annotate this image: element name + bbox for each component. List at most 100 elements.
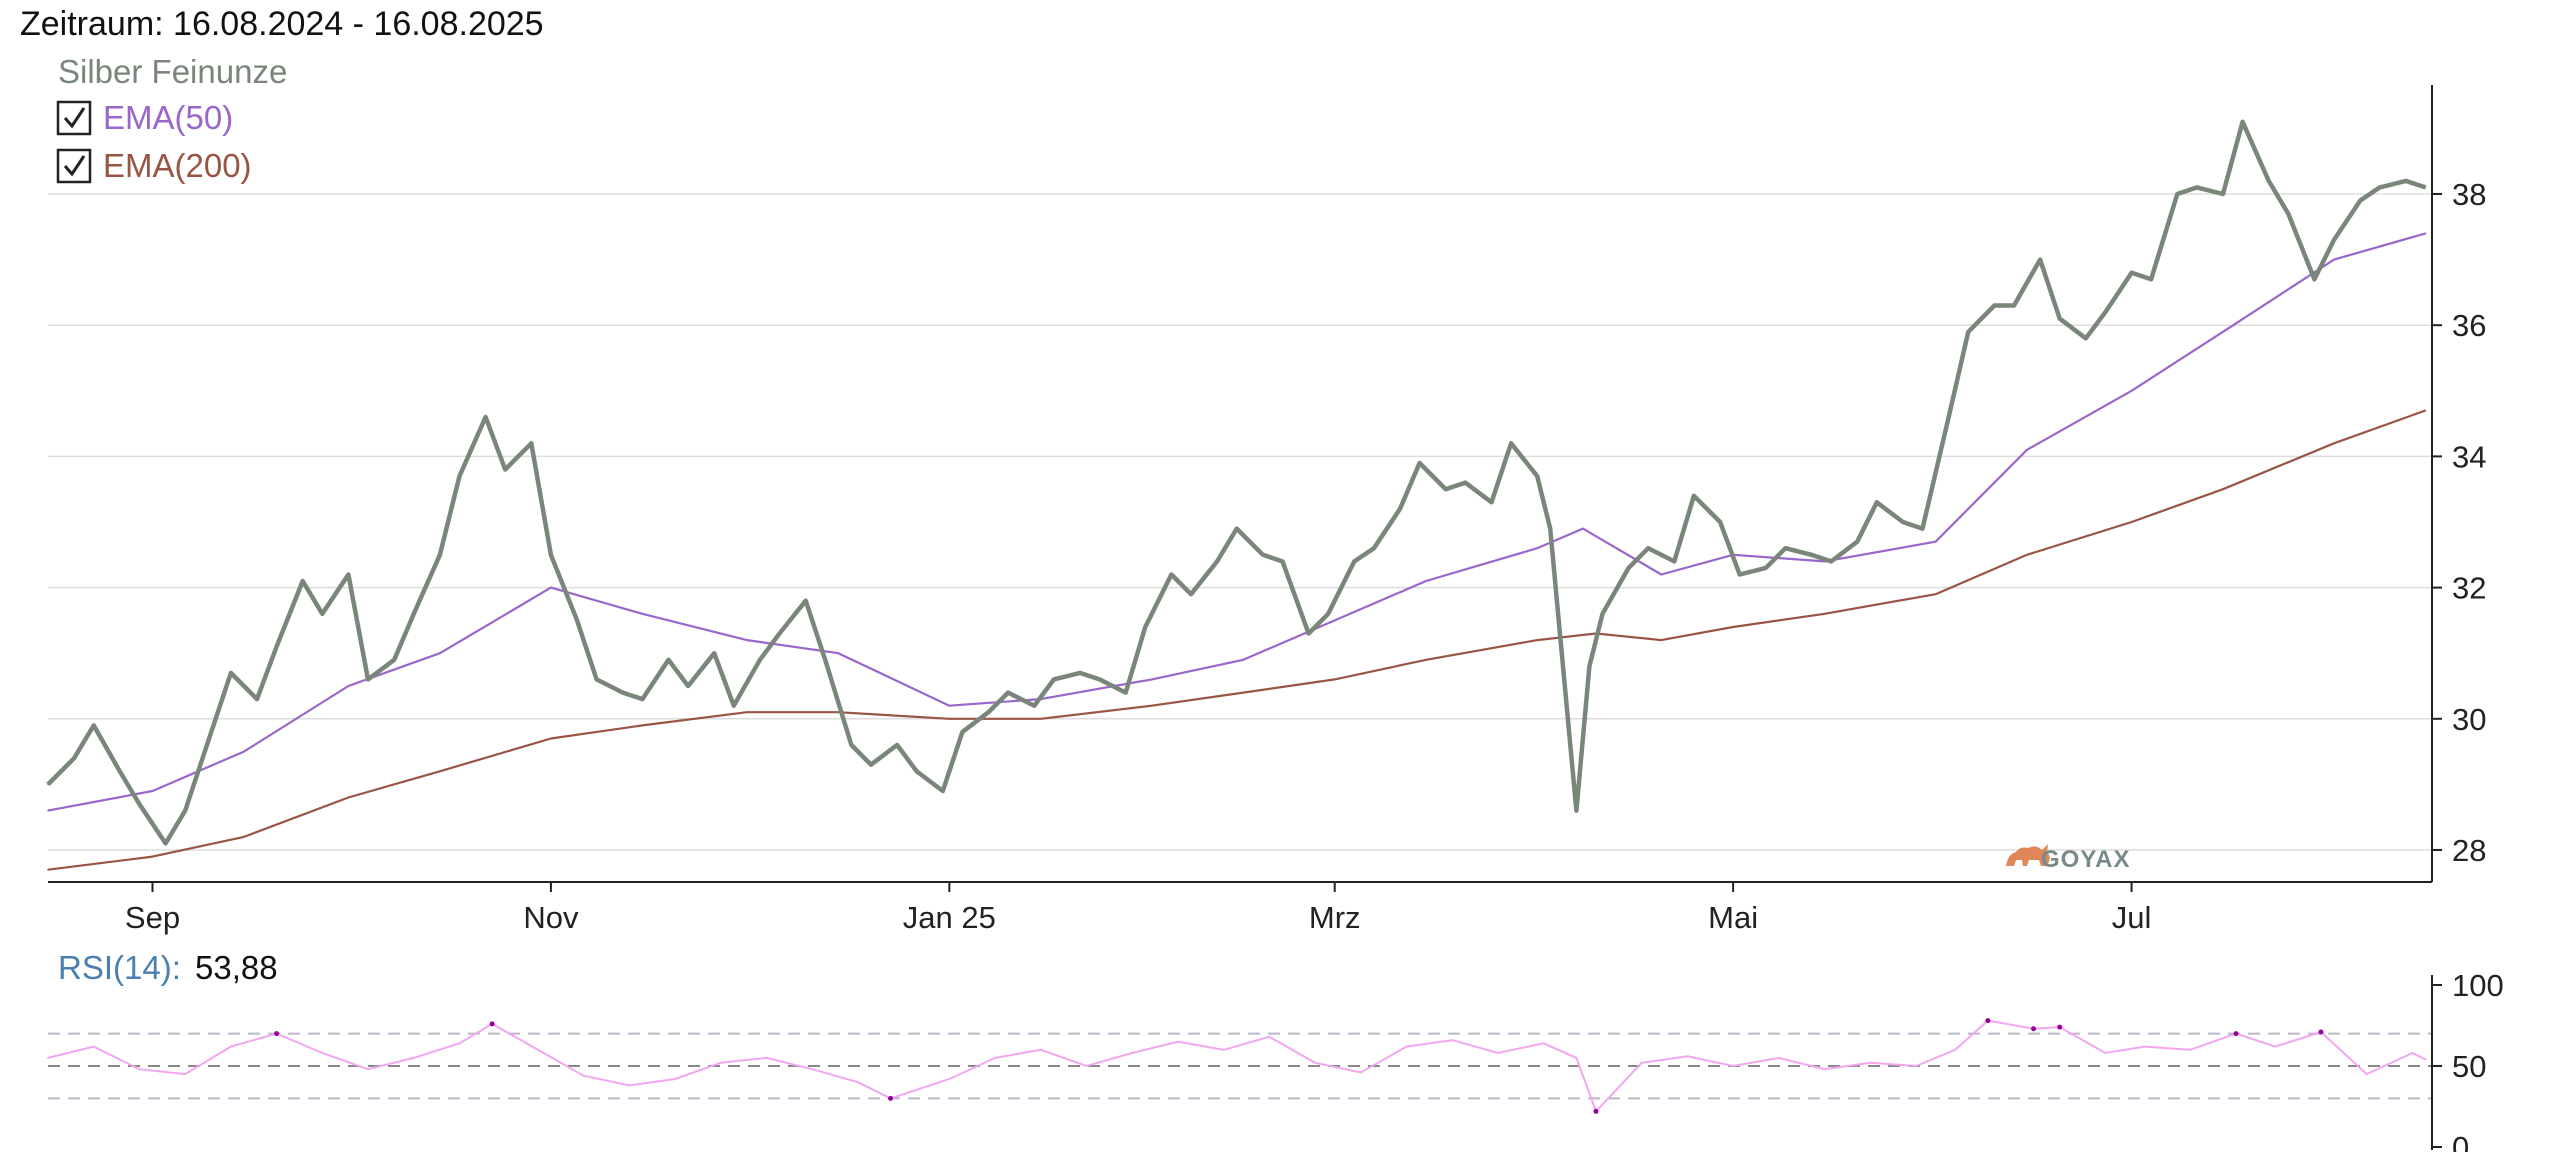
ema200-line-point <box>1039 718 1042 720</box>
ema200-line-point <box>151 855 154 858</box>
price-line-point <box>1830 560 1832 563</box>
price-line-point <box>2333 239 2335 241</box>
rsi-point <box>811 1068 814 1071</box>
rsi-point <box>1869 1061 1872 1064</box>
ema50-legend-label: EMA(50) <box>103 99 233 136</box>
legend-ema50[interactable]: EMA(50) <box>56 99 233 136</box>
price-line-point <box>2196 186 2198 189</box>
price-line-point <box>1588 665 1591 668</box>
ema50-checkbox[interactable] <box>56 100 92 136</box>
price-line-point <box>2085 337 2087 340</box>
ema50-line-point <box>2026 449 2028 451</box>
rsi-point <box>948 1077 951 1080</box>
rsi-point <box>489 1021 495 1027</box>
rsi-point <box>1085 1065 1088 1067</box>
price-line-point <box>2267 180 2270 182</box>
ema50-line-point <box>1536 547 1538 550</box>
rsi-point <box>1985 1018 1991 1024</box>
price-line-point <box>759 658 761 661</box>
price-line-point <box>2039 258 2041 261</box>
rsi-series <box>47 1018 2427 1114</box>
price-line-point <box>641 698 644 700</box>
price-line-point <box>1464 481 1467 484</box>
rsi-y-tick-label: 100 <box>2452 968 2504 1003</box>
price-line-point <box>1601 613 1604 615</box>
price-line-point <box>275 645 278 648</box>
ema200-line-point <box>439 770 441 773</box>
price-line-point <box>367 678 369 681</box>
ema200-line-point <box>2130 521 2133 523</box>
price-line-point <box>2241 121 2244 123</box>
rsi-point <box>92 1045 95 1048</box>
rsi-point <box>47 1056 49 1059</box>
rsi-point <box>1176 1040 1179 1043</box>
price-line-point <box>412 613 415 615</box>
price-line-point <box>1876 501 1878 504</box>
price-line-point <box>1216 560 1218 563</box>
main-y-ticks: 28 30 32 34 36 38 <box>2432 177 2486 868</box>
rsi-point <box>1823 1068 1826 1071</box>
rsi-point <box>138 1068 141 1071</box>
rsi-point <box>1451 1039 1454 1042</box>
rsi-point <box>412 1056 415 1059</box>
rsi-point <box>2233 1031 2239 1037</box>
price-line-point <box>2130 271 2133 274</box>
price-line-point <box>1490 501 1493 504</box>
legend-ema200[interactable]: EMA(200) <box>56 147 252 184</box>
price-line-point <box>1327 613 1329 615</box>
price-line-point <box>850 744 853 746</box>
rsi-point <box>2057 1024 2063 1030</box>
rsi-point <box>1131 1052 1134 1055</box>
ema200-line-point <box>1823 613 1826 615</box>
ema50-checkmark-icon <box>63 107 86 129</box>
rsi-point <box>1039 1048 1042 1051</box>
price-line-point <box>1510 442 1512 445</box>
ema50-line <box>47 232 2426 812</box>
rsi-y-ticks: 0 50 100 <box>2432 968 2504 1152</box>
period-label: Zeitraum: 16.08.2024 - 16.08.2025 <box>20 5 544 43</box>
price-line-point <box>733 704 735 707</box>
bull-logo-icon <box>2006 844 2050 866</box>
ema200-line-point <box>1732 626 1734 628</box>
y-tick-label: 38 <box>2452 177 2486 212</box>
rsi-point <box>458 1042 461 1045</box>
ema50-line-point <box>1333 619 1336 622</box>
rsi-point <box>994 1056 997 1059</box>
rsi-line <box>47 1019 2426 1114</box>
price-line-point <box>2359 199 2361 202</box>
price-line-point <box>1947 416 1950 418</box>
rsi-y-tick-label: 0 <box>2452 1130 2469 1152</box>
price-line-point <box>1810 554 1813 556</box>
main-x-ticks: Sep Nov Jan 25 Mrz Mai Jul <box>125 882 2151 935</box>
rsi-point <box>2318 1029 2324 1035</box>
price-line-point <box>896 744 898 746</box>
ema200-line-point <box>550 737 552 740</box>
price-line-point <box>347 573 350 576</box>
rsi-point <box>1732 1065 1735 1067</box>
x-tick-label: Sep <box>125 900 180 935</box>
price-line-point <box>1673 560 1676 563</box>
ema200-line-point <box>2026 554 2028 556</box>
price-line-point <box>1007 691 1009 694</box>
ema200-checkbox[interactable] <box>56 148 92 184</box>
price-line-point <box>1418 462 1421 464</box>
ema200-line-point <box>1151 704 1153 707</box>
price-line-point <box>2313 278 2316 281</box>
watermark-text: GOYAX <box>2041 846 2130 873</box>
price-line-point <box>1549 527 1552 530</box>
rsi-value: 53,88 <box>195 949 278 986</box>
price-line-point <box>576 619 578 622</box>
ema200-line-point <box>1333 678 1336 681</box>
price-line-point <box>119 770 121 773</box>
price-line-point <box>210 731 213 733</box>
ema200-line-point <box>1536 639 1538 641</box>
x-tick-label: Mrz <box>1309 900 1361 935</box>
ema200-line-point <box>641 724 644 727</box>
rsi-point <box>765 1056 768 1059</box>
price-line-point <box>184 809 186 812</box>
price-line-point <box>1719 521 1721 523</box>
price-line-point <box>2424 186 2427 189</box>
rsi-point <box>367 1068 370 1071</box>
rsi-point <box>582 1074 585 1077</box>
price-line-point <box>2104 311 2107 313</box>
